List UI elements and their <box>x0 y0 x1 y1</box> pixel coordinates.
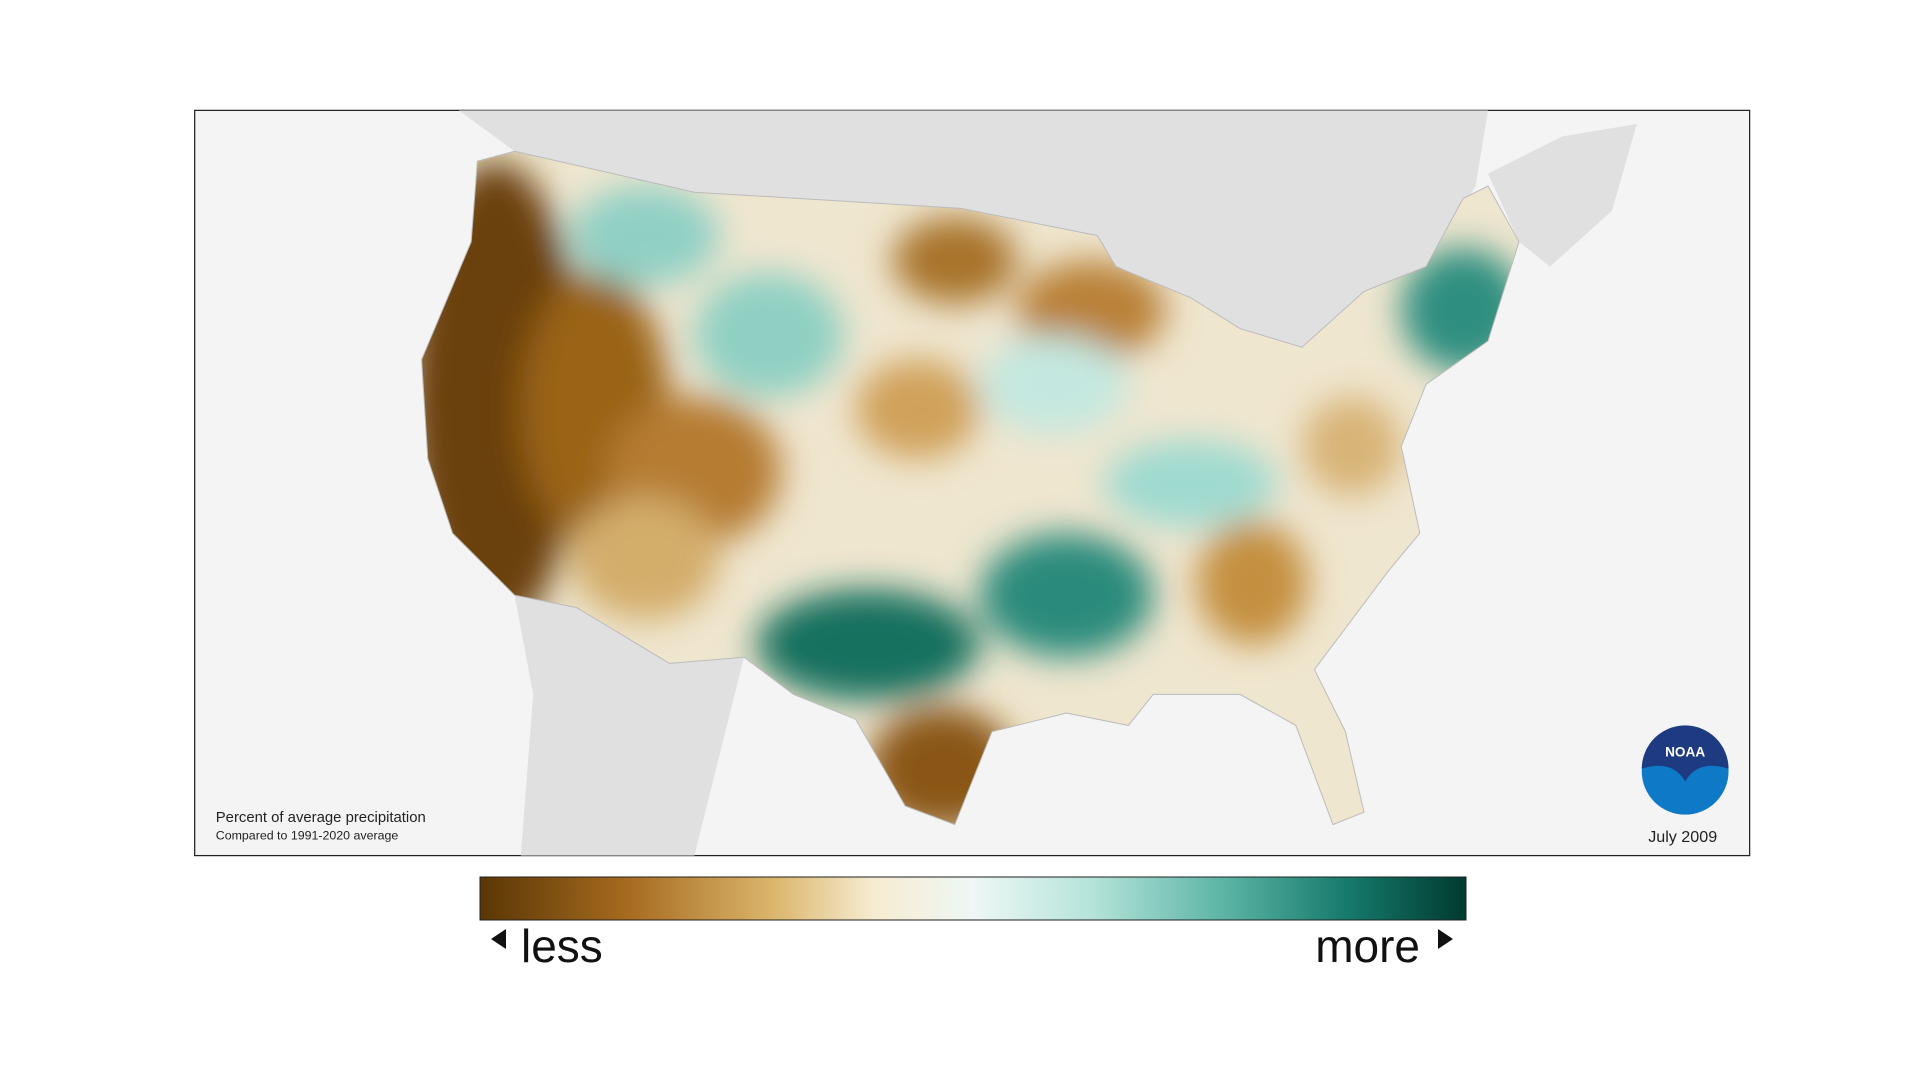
color-bar <box>479 876 1467 921</box>
less-arrow <box>491 929 506 949</box>
legend-high: more <box>1315 920 1420 972</box>
map-title: Percent of average precipitation <box>216 810 426 826</box>
legend-low: less <box>521 920 603 972</box>
logo-top <box>1641 725 1729 782</box>
map-date: July 2009 <box>1648 828 1717 846</box>
map: Percent of average precipitation Compare… <box>194 109 1751 857</box>
more-arrow <box>1438 929 1453 949</box>
map-subtitle: Compared to 1991-2020 average <box>216 828 399 842</box>
logo-text: NOAA <box>1665 744 1705 759</box>
